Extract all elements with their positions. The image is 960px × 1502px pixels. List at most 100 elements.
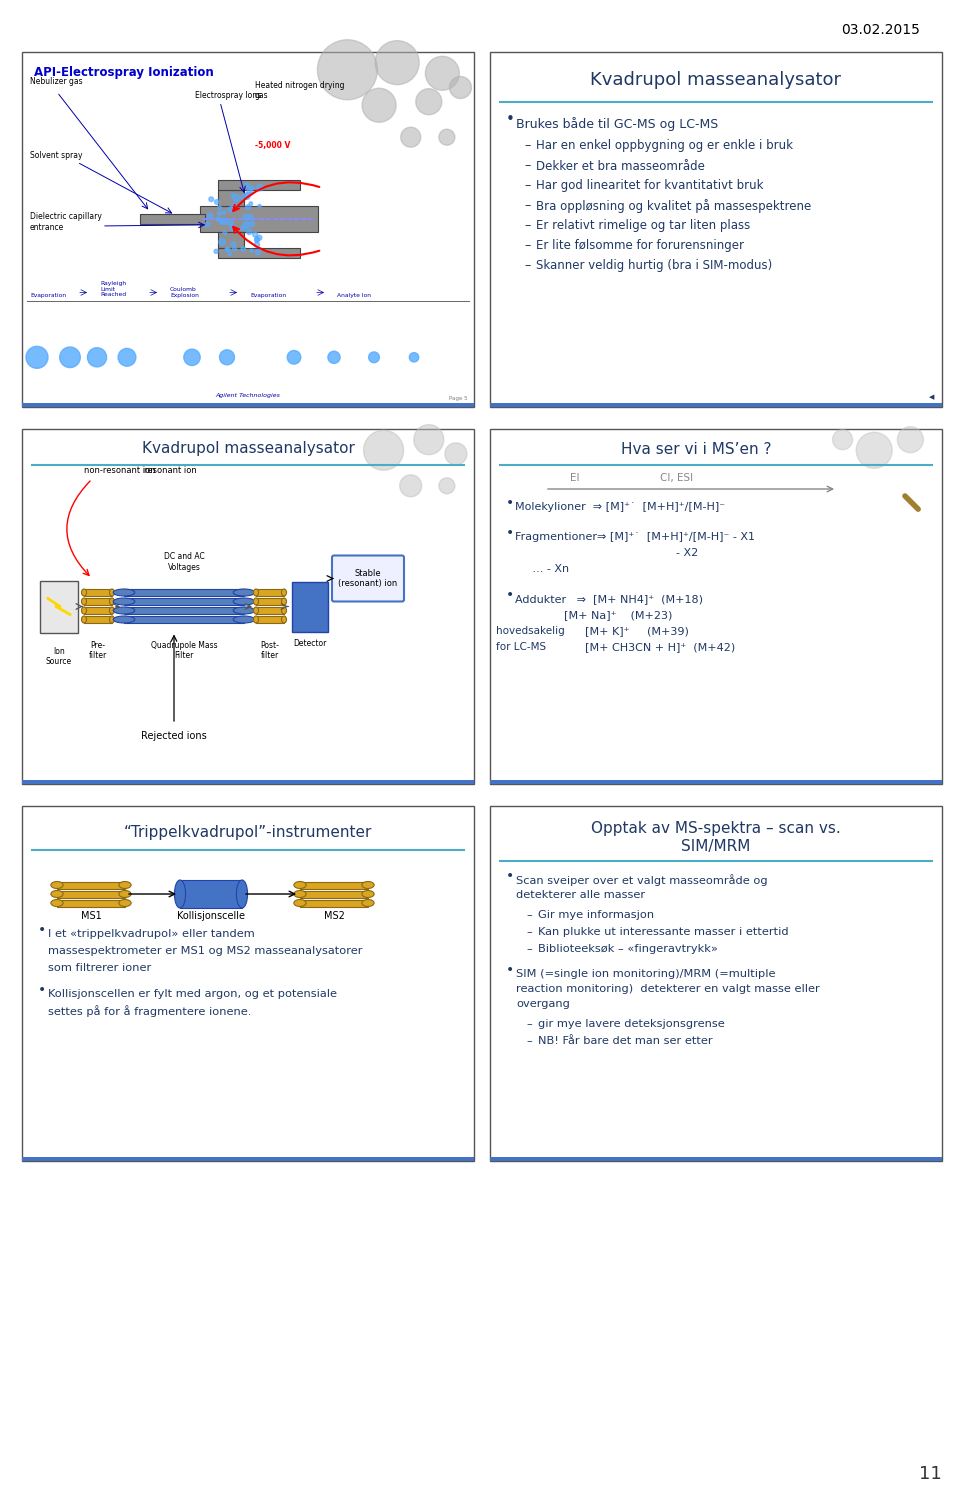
Text: MS2: MS2	[324, 912, 345, 921]
Text: -5,000 V: -5,000 V	[255, 141, 290, 150]
Circle shape	[230, 225, 236, 231]
Circle shape	[444, 443, 467, 464]
Circle shape	[231, 242, 236, 246]
Text: DC and AC
Voltages: DC and AC Voltages	[163, 553, 204, 571]
FancyBboxPatch shape	[57, 900, 125, 907]
Circle shape	[215, 200, 219, 204]
Circle shape	[214, 249, 218, 254]
Ellipse shape	[281, 589, 286, 596]
Text: Brukes både til GC-MS og LC-MS: Brukes både til GC-MS og LC-MS	[516, 117, 718, 131]
Circle shape	[439, 478, 455, 494]
Text: [M+ K]⁺     (M+39): [M+ K]⁺ (M+39)	[585, 626, 689, 635]
Circle shape	[287, 350, 300, 363]
FancyBboxPatch shape	[300, 882, 368, 889]
Circle shape	[218, 212, 221, 215]
Circle shape	[241, 246, 246, 251]
Circle shape	[118, 348, 136, 366]
Circle shape	[257, 185, 263, 191]
Ellipse shape	[281, 616, 286, 623]
Ellipse shape	[109, 598, 114, 605]
Circle shape	[250, 249, 252, 252]
FancyBboxPatch shape	[140, 213, 205, 224]
Circle shape	[249, 215, 253, 219]
Ellipse shape	[233, 607, 254, 614]
FancyBboxPatch shape	[40, 580, 78, 632]
Ellipse shape	[281, 607, 286, 614]
Text: Post-
filter: Post- filter	[260, 640, 279, 659]
FancyBboxPatch shape	[300, 900, 368, 907]
Text: –: –	[524, 140, 530, 153]
Text: Rejected ions: Rejected ions	[141, 731, 206, 740]
Circle shape	[250, 186, 252, 189]
Text: Er relativt rimelige og tar liten plass: Er relativt rimelige og tar liten plass	[536, 219, 751, 233]
Circle shape	[87, 347, 107, 366]
Text: •: •	[506, 963, 515, 976]
Ellipse shape	[253, 607, 258, 614]
Text: 11: 11	[919, 1464, 942, 1482]
Circle shape	[328, 351, 340, 363]
Text: Nebulizer gas: Nebulizer gas	[30, 77, 83, 86]
Ellipse shape	[82, 598, 86, 605]
Ellipse shape	[113, 616, 134, 623]
Circle shape	[205, 222, 210, 227]
FancyBboxPatch shape	[292, 581, 328, 631]
Ellipse shape	[82, 607, 86, 614]
FancyBboxPatch shape	[218, 248, 300, 258]
Ellipse shape	[253, 589, 258, 596]
Text: –: –	[524, 200, 530, 212]
Circle shape	[399, 475, 421, 497]
Ellipse shape	[294, 900, 306, 907]
Circle shape	[218, 206, 222, 209]
FancyBboxPatch shape	[124, 616, 244, 623]
FancyBboxPatch shape	[218, 231, 244, 248]
Text: Kan plukke ut interessante masser i ettertid: Kan plukke ut interessante masser i ette…	[538, 927, 788, 937]
Circle shape	[243, 222, 250, 228]
Circle shape	[60, 347, 81, 368]
Circle shape	[247, 189, 252, 195]
FancyBboxPatch shape	[84, 589, 112, 596]
Ellipse shape	[119, 900, 132, 907]
FancyBboxPatch shape	[124, 589, 244, 596]
Ellipse shape	[362, 891, 374, 898]
FancyBboxPatch shape	[84, 598, 112, 605]
FancyBboxPatch shape	[57, 891, 125, 898]
Circle shape	[318, 39, 377, 99]
Text: –: –	[524, 180, 530, 192]
Ellipse shape	[253, 598, 258, 605]
Text: detekterer alle masser: detekterer alle masser	[516, 891, 645, 900]
FancyBboxPatch shape	[180, 880, 242, 909]
Circle shape	[256, 236, 262, 240]
Circle shape	[246, 204, 251, 209]
Text: hovedsakelig: hovedsakelig	[496, 626, 564, 635]
Ellipse shape	[233, 589, 254, 596]
Ellipse shape	[294, 891, 306, 898]
Ellipse shape	[109, 589, 114, 596]
Ellipse shape	[51, 900, 63, 907]
FancyBboxPatch shape	[57, 882, 125, 889]
Circle shape	[249, 221, 254, 227]
Circle shape	[364, 430, 403, 470]
FancyBboxPatch shape	[490, 53, 942, 407]
Text: Scan sveiper over et valgt masseområde og: Scan sveiper over et valgt masseområde o…	[516, 874, 768, 886]
FancyBboxPatch shape	[490, 430, 942, 784]
Ellipse shape	[113, 598, 134, 605]
Text: Pre-
filter: Pre- filter	[89, 640, 108, 659]
FancyBboxPatch shape	[256, 589, 284, 596]
Text: Kollisjonscelle: Kollisjonscelle	[177, 912, 245, 921]
Circle shape	[249, 192, 252, 195]
Text: API-Electrospray Ionization: API-Electrospray Ionization	[34, 66, 214, 80]
Circle shape	[425, 56, 459, 90]
FancyBboxPatch shape	[22, 780, 474, 784]
Text: •: •	[506, 587, 515, 602]
Ellipse shape	[175, 880, 185, 909]
Ellipse shape	[51, 882, 63, 889]
Ellipse shape	[51, 891, 63, 898]
FancyBboxPatch shape	[22, 53, 474, 407]
Circle shape	[231, 194, 235, 197]
Text: I et «trippelkvadrupol» eller tandem: I et «trippelkvadrupol» eller tandem	[48, 930, 254, 939]
Text: ◀: ◀	[928, 394, 934, 400]
Circle shape	[207, 213, 213, 219]
Text: Biblioteeksøk – «fingeravtrykk»: Biblioteeksøk – «fingeravtrykk»	[538, 943, 718, 954]
Text: Kvadrupol masseanalysator: Kvadrupol masseanalysator	[590, 71, 842, 89]
Text: Har en enkel oppbygning og er enkle i bruk: Har en enkel oppbygning og er enkle i br…	[536, 140, 793, 153]
